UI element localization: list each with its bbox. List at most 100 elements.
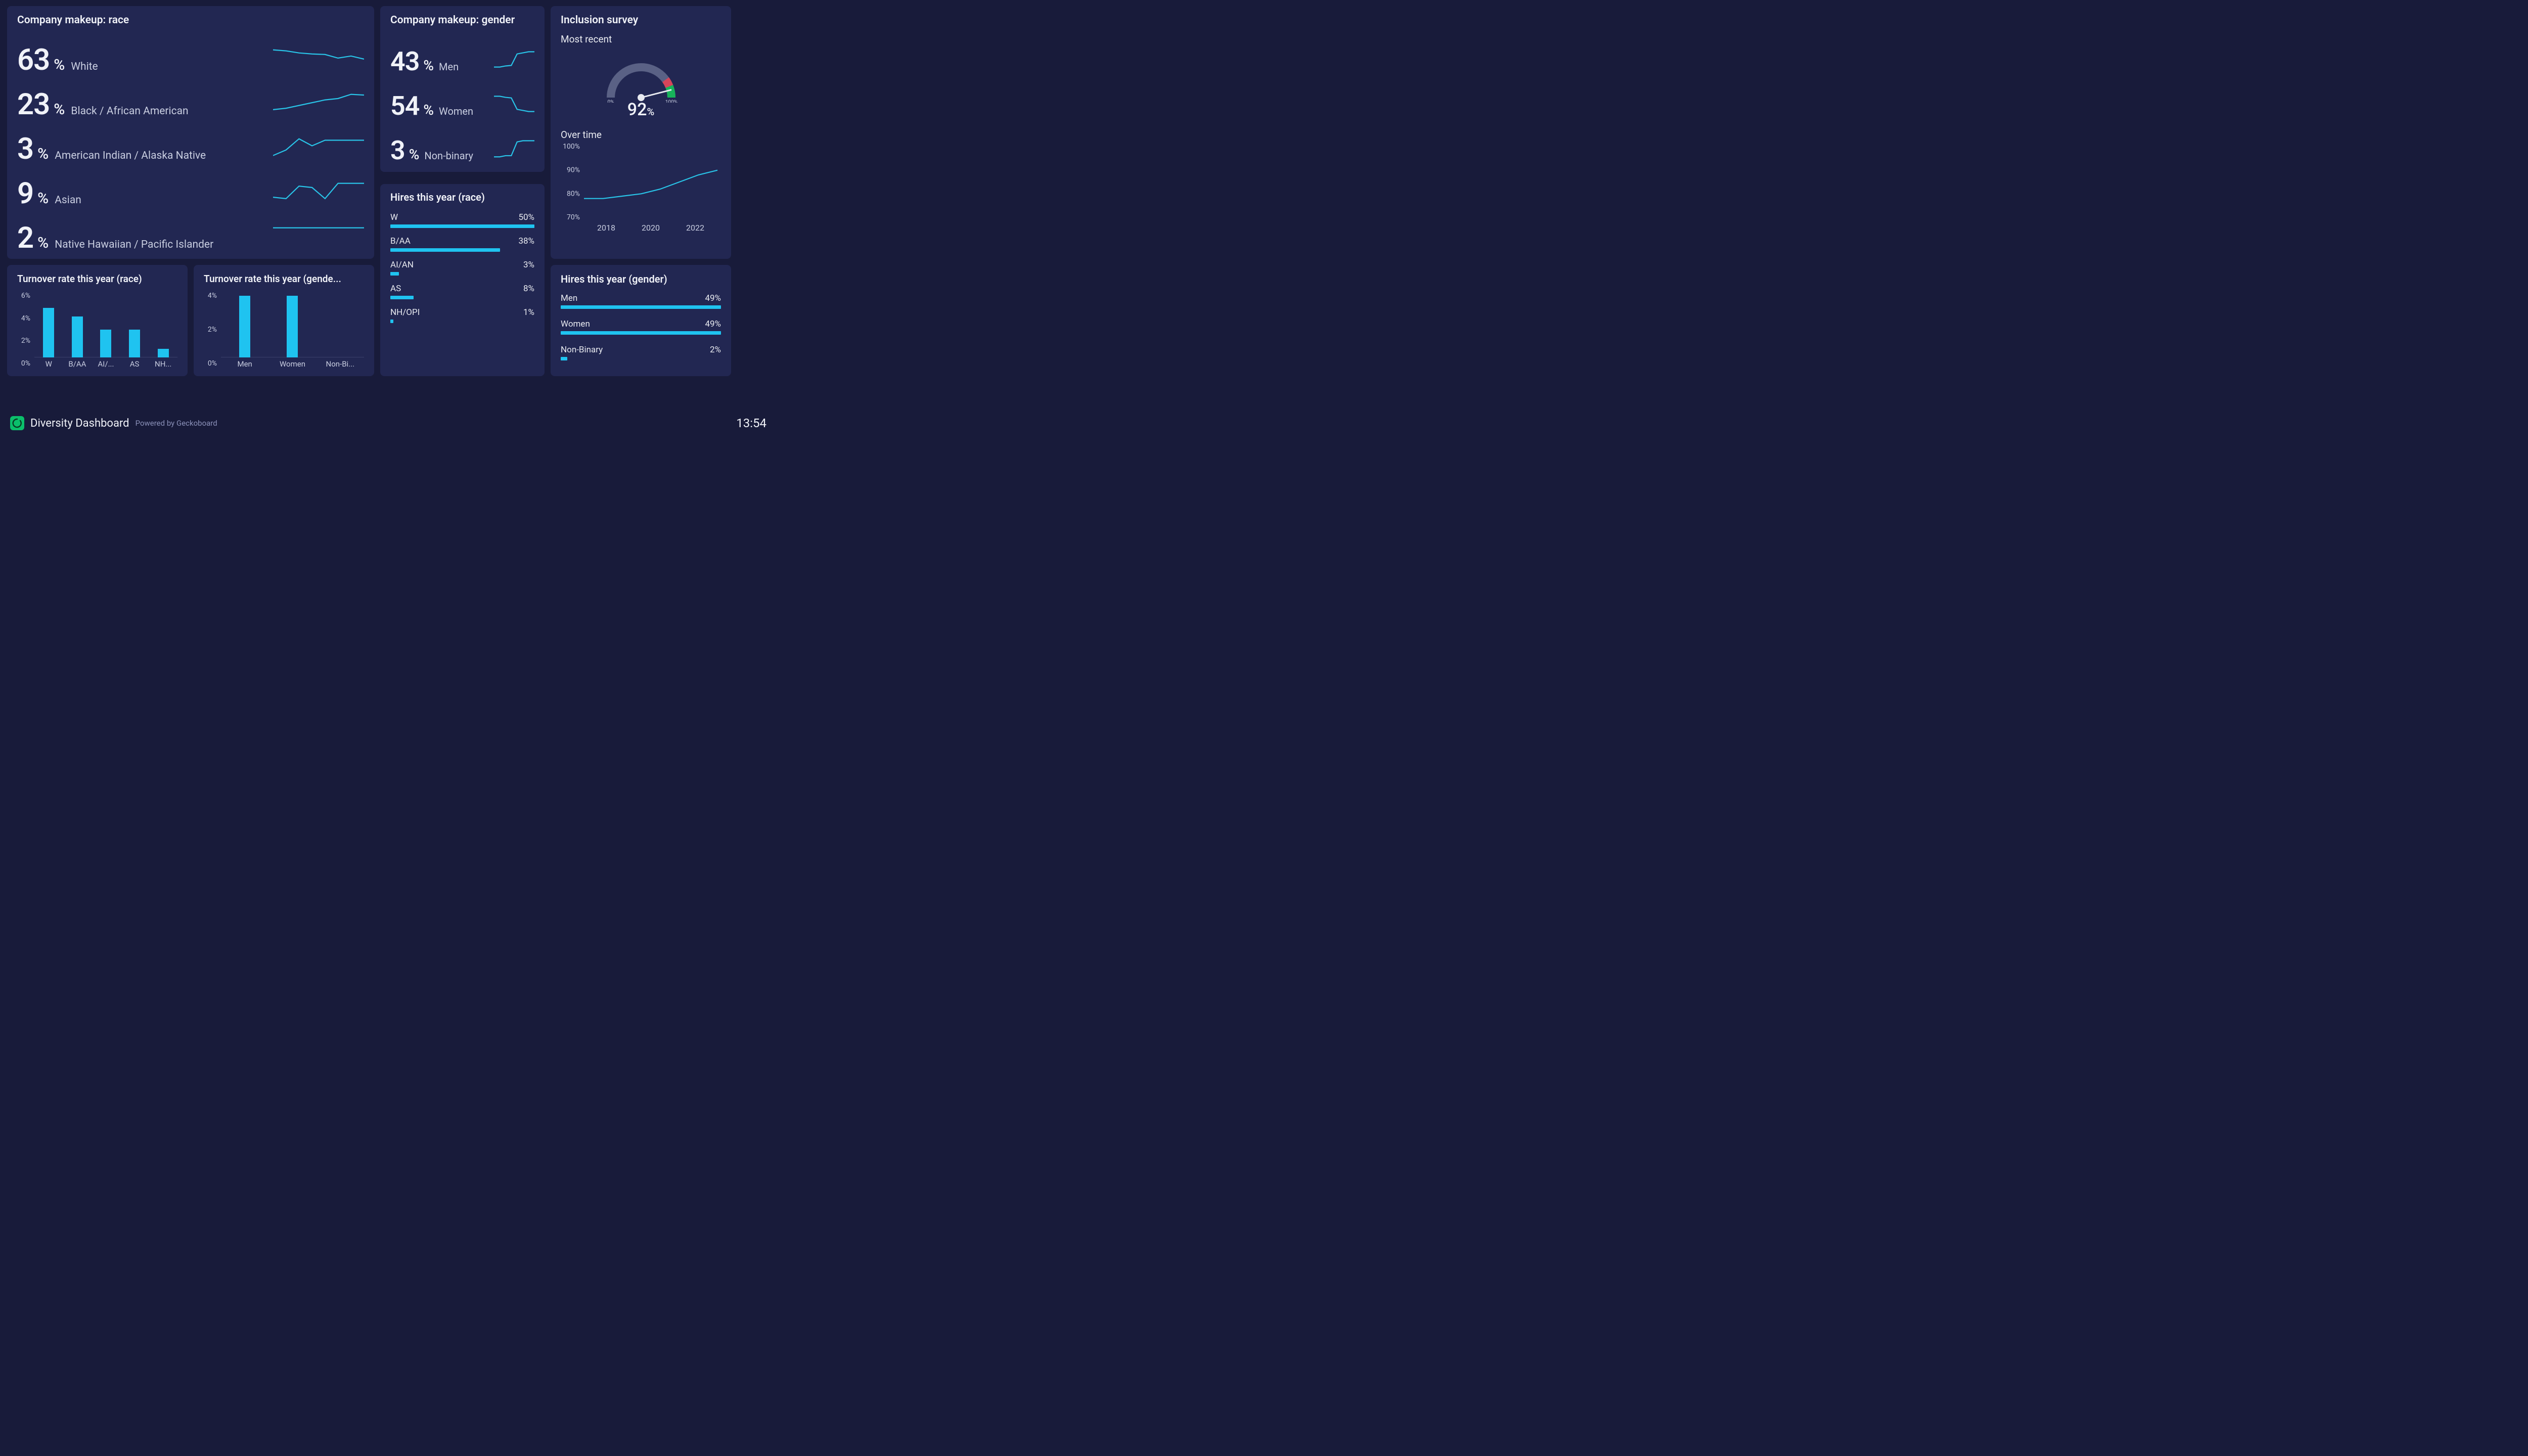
race-label: American Indian / Alaska Native [55,150,206,162]
gender-row: 3%Non-binary [390,122,534,167]
hbar-row: AS 8% [390,284,534,299]
bar-col: NH... [149,292,177,357]
race-row: 23%Black / African American [17,78,364,122]
card-title: Company makeup: gender [390,14,534,26]
bar-y-axis: 6%4%2%0% [17,292,34,368]
gender-row: 54%Women [390,78,534,122]
race-row: 2%Native Hawaiian / Pacific Islander [17,211,364,256]
inclusion-recent-label: Most recent [561,33,721,45]
card-race-makeup: Company makeup: race 63%White 23%Black /… [7,6,374,259]
gender-value: 43 [390,49,419,75]
svg-text:2018: 2018 [597,223,615,233]
hbar-row: Men49% [561,293,721,309]
card-title: Hires this year (race) [390,191,534,203]
hbar-value: 38% [518,236,534,246]
sparkline [273,49,364,75]
card-title: Turnover rate this year (gende... [204,273,364,285]
hbar-row: NH/OPI 1% [390,307,534,323]
bar-label: B/AA [68,359,86,369]
sparkline [273,138,364,164]
bar-y-axis: 4%2%0% [204,292,221,368]
sparkline [494,95,534,119]
card-title: Turnover rate this year (race) [17,273,177,285]
bar-label: Women [280,359,305,369]
hbar-row: Non-Binary 2% [561,345,721,360]
bar-col: Women [268,292,316,357]
gender-label: Women [439,105,473,117]
inclusion-overtime-label: Over time [561,129,721,141]
bar-label: W [46,359,52,369]
hbar-label: NH/OPI [390,307,420,317]
geckoboard-logo-icon [10,416,24,430]
gender-row: 43%Men [390,33,534,78]
race-value: 9 [17,179,33,208]
svg-text:100%: 100% [665,100,677,103]
svg-text:2022: 2022 [686,223,704,233]
powered-by: Powered by Geckoboard [136,419,217,428]
sparkline [273,226,364,253]
svg-text:0%: 0% [607,100,614,103]
hbar-label: Non-Binary [561,345,603,355]
race-value: 3 [17,134,33,164]
race-row: 63%White [17,33,364,78]
hbar-label: W [390,212,398,222]
card-turnover-gender: Turnover rate this year (gende... 4%2%0%… [194,265,374,376]
bar-col: B/AA [63,292,92,357]
clock: 13:54 [736,416,766,430]
card-gender-makeup: Company makeup: gender 43%Men 54%Women 3… [380,6,545,172]
svg-text:2020: 2020 [642,223,660,233]
dashboard-title: Diversity Dashboard [30,417,129,430]
hbar-value: 50% [518,212,534,222]
hbar-row: Women 49% [561,319,721,335]
card-inclusion: Inclusion survey Most recent 0% 100% 92%… [551,6,731,259]
hbar-value: 49% [705,319,721,329]
gender-label: Men [439,61,459,73]
race-row: 9%Asian [17,167,364,211]
hbar-label: Women [561,319,590,329]
gauge: 0% 100% 92% [561,47,721,120]
sparkline [273,93,364,119]
race-value: 2 [17,223,33,253]
bar-label: Non-Bi... [326,359,355,369]
bar-label: AS [130,359,140,369]
race-row: 3%American Indian / Alaska Native [17,122,364,167]
race-value: 63 [17,46,50,75]
inclusion-line-chart: 100%90%80%70%201820202022 [561,143,723,234]
race-label: White [71,61,98,73]
card-title: Hires this year (gender) [561,273,721,285]
sparkline [494,51,534,75]
svg-text:100%: 100% [563,143,580,151]
hbar-value: 3% [523,260,534,270]
card-hires-race: Hires this year (race) W 50% B/AA 38% AI/AN 3… [380,184,545,376]
card-title: Company makeup: race [17,14,364,26]
hbar-row: B/AA 38% [390,236,534,252]
hbar-label: Men [561,293,577,303]
bar-col: AI/... [92,292,120,357]
race-value: 23 [17,90,50,119]
hbar-label: AI/AN [390,260,414,270]
hbar-value: 1% [523,307,534,317]
bar-col: W [34,292,63,357]
hbar-row: W 50% [390,212,534,228]
bar-col: AS [120,292,149,357]
race-label: Native Hawaiian / Pacific Islander [55,239,213,251]
bar-col: Men [221,292,268,357]
hbar-value: 8% [523,284,534,294]
card-hires-gender: Hires this year (gender) Men49% Women 49% N… [551,265,731,376]
race-label: Asian [55,194,81,206]
card-turnover-race: Turnover rate this year (race) 6%4%2%0%W… [7,265,188,376]
hbar-label: B/AA [390,236,411,246]
footer: Diversity Dashboard Powered by Geckoboar… [0,410,777,437]
hbar-value: 2% [710,345,721,355]
bar-label: Men [237,359,252,369]
gender-label: Non-binary [424,150,473,162]
sparkline [494,140,534,164]
svg-text:70%: 70% [567,213,580,221]
dashboard: Company makeup: race 63%White 23%Black /… [0,0,777,437]
gauge-value: 92% [627,100,654,120]
hbar-label: AS [390,284,401,294]
bar-label: AI/... [98,359,114,369]
sparkline [273,182,364,208]
gender-value: 54 [390,93,419,119]
bar-label: NH... [155,359,171,369]
